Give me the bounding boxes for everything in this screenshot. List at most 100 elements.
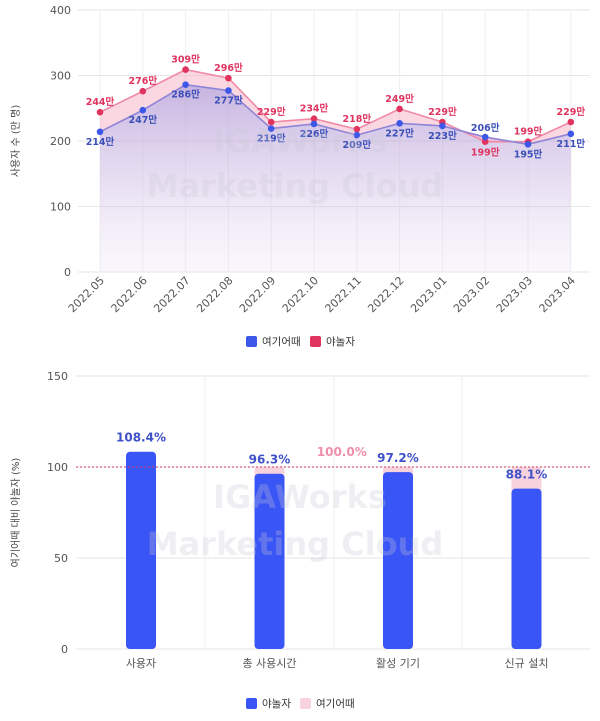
- bar-xtick-label: 신규 설치: [505, 657, 549, 670]
- data-label-yeogi: 219만: [257, 133, 286, 145]
- legend-label-yeogi: 여기어때: [316, 698, 355, 710]
- data-point-yeogi: [481, 133, 489, 141]
- line-xtick-label: 2022.07: [151, 274, 192, 315]
- data-label-yanolja: 309만: [171, 54, 200, 66]
- data-label-yeogi: 214만: [86, 136, 115, 148]
- line-ytick-label: 200: [50, 135, 71, 148]
- bar-data-label-yanolja: 108.4%: [116, 431, 166, 445]
- data-point-yanolja: [139, 87, 147, 95]
- line-xtick-label: 2023.02: [451, 274, 492, 315]
- data-label-yanolja: 199만: [514, 126, 543, 138]
- legend-label-yeogi: 여기어때: [262, 336, 301, 348]
- bar-data-label-yanolja: 96.3%: [249, 453, 291, 467]
- data-point-yanolja: [396, 105, 403, 113]
- data-label-yeogi: 277만: [214, 95, 243, 107]
- legend-swatch-yeogi: [246, 336, 257, 347]
- line-xtick-label: 2022.11: [323, 274, 364, 315]
- data-label-yeogi: 226만: [300, 128, 329, 140]
- data-label-yanolja: 229만: [257, 106, 286, 118]
- bar-yanolja: [254, 473, 285, 649]
- data-label-yanolja: 218만: [343, 113, 372, 125]
- line-xtick-label: 2023.01: [408, 274, 449, 315]
- data-label-yeogi: 206만: [471, 122, 500, 134]
- data-point-yanolja: [182, 66, 189, 73]
- line-xtick-label: 2022.10: [280, 274, 321, 315]
- data-point-yeogi: [567, 130, 575, 138]
- data-point-yeogi: [182, 81, 189, 88]
- data-label-yeogi: 211만: [557, 138, 586, 150]
- series-area-yeogi: [100, 84, 571, 272]
- data-point-yeogi: [96, 128, 104, 136]
- data-point-yeogi: [225, 87, 232, 94]
- data-label-yeogi: 247만: [129, 114, 158, 126]
- data-label-yanolja: 229만: [557, 106, 586, 118]
- data-label-yanolja: 249만: [385, 93, 414, 105]
- data-label-yanolja: 234만: [300, 103, 329, 115]
- data-label-yeogi: 195만: [514, 148, 543, 160]
- data-point-yanolja: [96, 108, 104, 116]
- line-y-axis-label: 사용자 수 (만 명): [10, 105, 22, 178]
- bar-ytick-label: 50: [54, 552, 68, 565]
- legend-label-yanolja: 야놀자: [262, 697, 291, 710]
- data-point-yeogi: [353, 131, 361, 139]
- line-xtick-label: 2022.12: [365, 274, 406, 315]
- bar-ytick-label: 100: [47, 461, 68, 474]
- watermark-line1: IGAWorks: [213, 478, 387, 516]
- series-line-yanolja: [99, 68, 572, 143]
- bar-y-axis-label: 여기어때 대비 야놀자 (%): [10, 458, 22, 568]
- line-ytick-label: 400: [50, 4, 71, 17]
- bar-xtick-label: 총 사용시간: [242, 657, 296, 670]
- watermark-line2: Marketing Cloud: [147, 525, 444, 563]
- watermark-line2: Marketing Cloud: [147, 167, 444, 205]
- data-point-yanolja: [481, 138, 489, 145]
- data-label-yanolja: 296만: [214, 62, 243, 74]
- data-point-yeogi: [139, 106, 147, 114]
- data-point-yeogi: [524, 140, 532, 148]
- line-xtick-label: 2022.06: [109, 274, 150, 315]
- line-xtick-label: 2022.05: [66, 274, 107, 315]
- bar-xtick-label: 사용자: [126, 657, 156, 670]
- line-xtick-label: 2022.09: [237, 274, 278, 315]
- bar-xtick-label: 활성 기기: [376, 656, 420, 670]
- legend-label-yanolja: 야놀자: [326, 335, 355, 348]
- data-point-yanolja: [353, 125, 361, 133]
- data-point-yeogi: [439, 122, 446, 130]
- line-xtick-label: 2022.08: [194, 274, 235, 315]
- line-xtick-label: 2023.04: [537, 274, 578, 315]
- line-xtick-label: 2023.03: [494, 274, 535, 315]
- legend-swatch-yanolja: [246, 698, 257, 709]
- data-label-yeogi: 286만: [171, 89, 200, 101]
- data-label-yanolja: 276만: [129, 75, 158, 87]
- data-point-yeogi: [310, 120, 318, 128]
- line-ytick-label: 300: [50, 70, 71, 83]
- data-point-yanolja: [225, 74, 232, 82]
- bar-data-label-yeogi: 100.0%: [317, 445, 367, 459]
- bar-yanolja: [383, 472, 413, 649]
- bar-yanolja: [511, 488, 542, 649]
- data-label-yanolja: 244만: [86, 96, 115, 108]
- data-label-yeogi: 223만: [428, 130, 457, 142]
- line-ytick-label: 0: [64, 266, 71, 279]
- data-point-yeogi: [267, 125, 275, 132]
- line-ytick-label: 100: [50, 201, 71, 214]
- data-point-yanolja: [567, 118, 575, 126]
- data-point-yanolja: [267, 118, 275, 126]
- bar-ytick-label: 150: [47, 370, 68, 383]
- data-point-yanolja: [310, 115, 318, 123]
- bar-ytick-label: 0: [61, 643, 68, 656]
- bar-data-label-yanolja: 97.2%: [377, 451, 419, 465]
- legend-swatch-yanolja: [310, 336, 321, 347]
- series-line-yeogi: [99, 83, 571, 146]
- bar-data-label-yanolja: 88.1%: [506, 468, 548, 482]
- watermark-line1: IGAWorks: [213, 122, 387, 160]
- data-label-yeogi: 227만: [385, 127, 414, 139]
- data-label-yanolja: 229만: [428, 106, 457, 118]
- series-area-yanolja: [100, 69, 571, 145]
- data-label-yanolja: 199만: [471, 147, 500, 159]
- data-label-yeogi: 209만: [343, 139, 372, 151]
- legend-swatch-yeogi: [300, 698, 311, 709]
- data-point-yeogi: [396, 120, 403, 127]
- bar-yanolja: [126, 451, 156, 649]
